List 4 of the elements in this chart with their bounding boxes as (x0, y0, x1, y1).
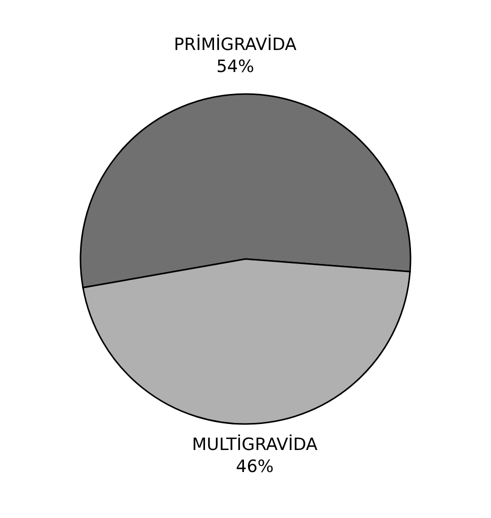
slice-label: PRİMİGRAVİDA (174, 34, 297, 56)
data-label: 54% (216, 57, 254, 78)
slice-label: MULTİGRAVİDA (192, 434, 318, 455)
data-label: 46% (236, 456, 274, 477)
